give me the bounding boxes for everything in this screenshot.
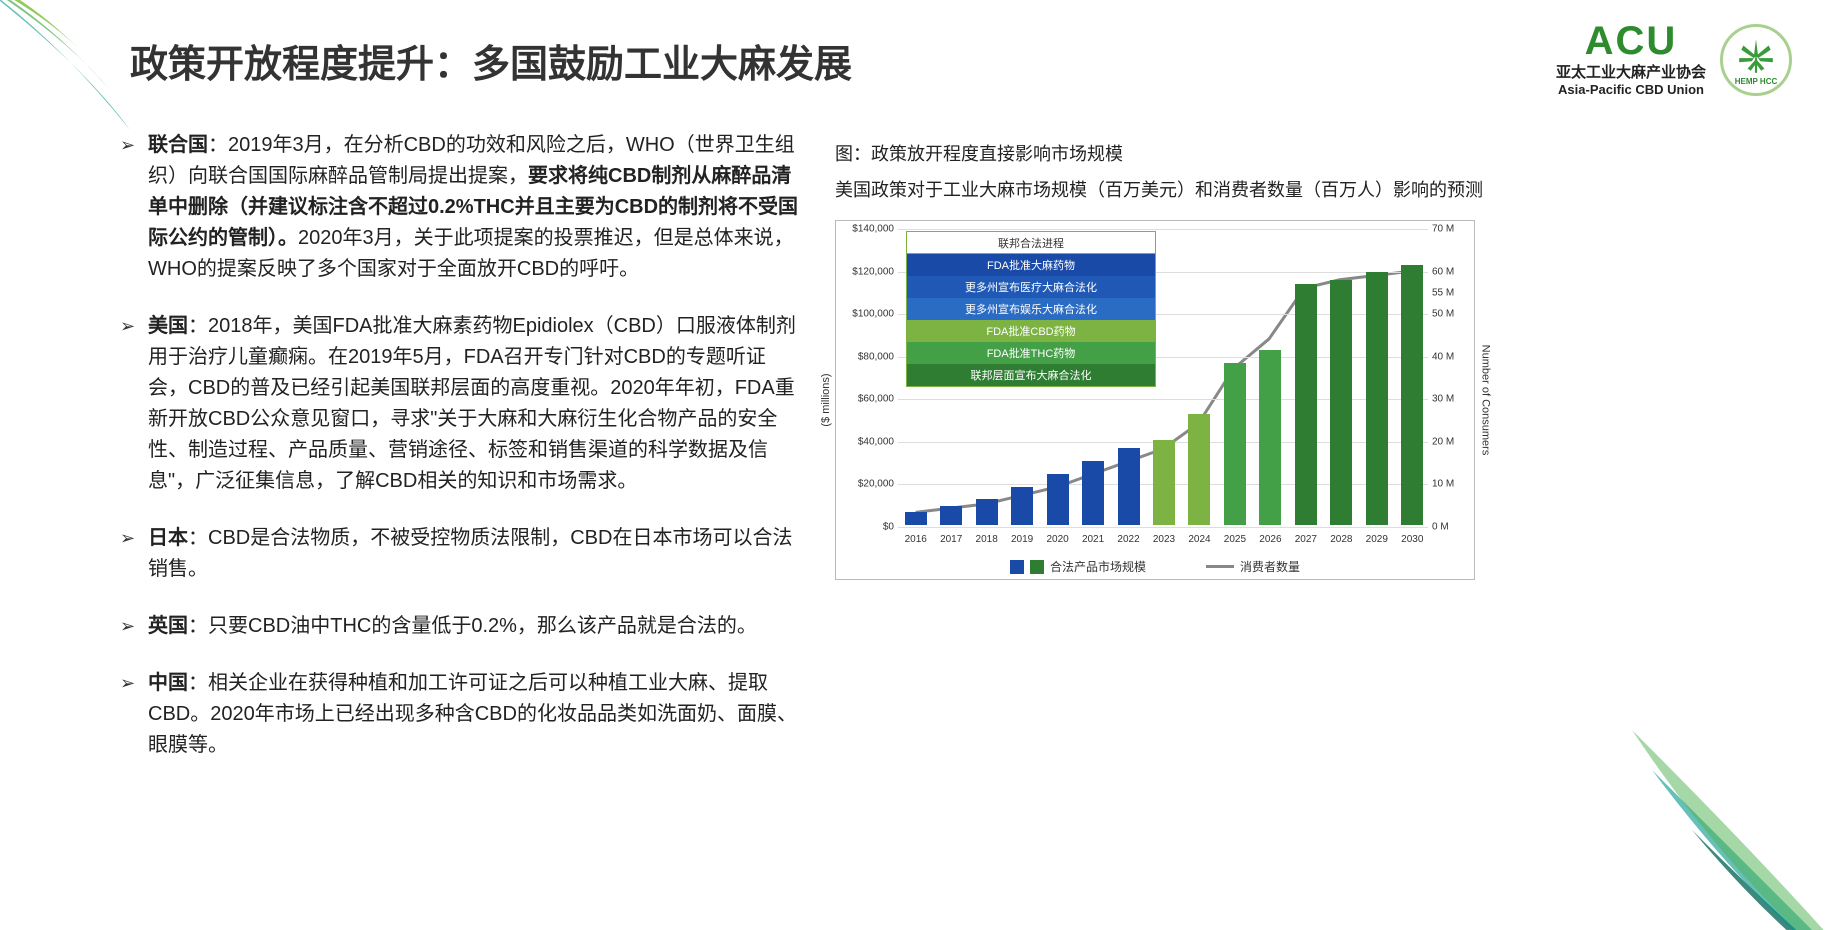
logo-acu-cn: 亚太工业大麻产业协会 <box>1556 61 1706 82</box>
bar <box>1259 350 1281 525</box>
y2-tick: 50 M <box>1432 309 1470 320</box>
bullet-list: 联合国：2019年3月，在分析CBD的功效和风险之后，WHO（世界卫生组织）向联… <box>120 130 800 787</box>
bar <box>1188 414 1210 525</box>
bar <box>1224 363 1246 525</box>
bar <box>940 506 962 525</box>
bar <box>905 512 927 525</box>
bar <box>1330 280 1352 525</box>
bar <box>1295 284 1317 525</box>
x-tick: 2026 <box>1253 534 1287 545</box>
y1-axis-label: ($ millions) <box>820 373 832 426</box>
bar <box>1047 474 1069 525</box>
y1-tick: $60,000 <box>840 394 894 405</box>
x-tick: 2020 <box>1041 534 1075 545</box>
combo-chart: ($ millions) Number of Consumers $0$20,0… <box>835 220 1475 580</box>
y2-axis-label: Number of Consumers <box>1480 345 1492 456</box>
policy-legend: 联邦合法进程FDA批准大麻药物更多州宣布医疗大麻合法化更多州宣布娱乐大麻合法化F… <box>906 231 1156 387</box>
chart-caption-1: 图：政策放开程度直接影响市场规模 <box>835 140 1485 166</box>
y2-tick: 0 M <box>1432 522 1470 533</box>
x-tick: 2016 <box>899 534 933 545</box>
legend-bar-label: 合法产品市场规模 <box>1050 558 1146 575</box>
legend-row: FDA批准CBD药物 <box>907 320 1155 342</box>
logo-hemp-text: HEMP HCC <box>1735 77 1778 86</box>
y1-tick: $80,000 <box>840 351 894 362</box>
chart-panel: 图：政策放开程度直接影响市场规模 美国政策对于工业大麻市场规模（百万美元）和消费… <box>835 140 1485 580</box>
legend-row: 联邦层面宣布大麻合法化 <box>907 364 1155 386</box>
logos: ACU 亚太工业大麻产业协会 Asia-Pacific CBD Union HE… <box>1556 23 1792 97</box>
hemp-leaf-icon <box>1735 35 1777 77</box>
bullet-country: 日本 <box>148 527 188 549</box>
x-tick: 2027 <box>1289 534 1323 545</box>
x-tick: 2029 <box>1360 534 1394 545</box>
logo-acu-abbrev: ACU <box>1556 23 1706 59</box>
logo-hemp-circle: HEMP HCC <box>1720 24 1792 96</box>
bar <box>1082 461 1104 525</box>
bullet-country: 中国 <box>148 672 188 694</box>
bullet-item: 日本：CBD是合法物质，不被受控物质法限制，CBD在日本市场可以合法销售。 <box>120 523 800 585</box>
y2-tick: 30 M <box>1432 394 1470 405</box>
y1-tick: $140,000 <box>840 224 894 235</box>
y2-tick: 20 M <box>1432 436 1470 447</box>
legend-line-swatch <box>1206 565 1234 568</box>
x-tick: 2019 <box>1005 534 1039 545</box>
bullet-country: 英国 <box>148 615 188 637</box>
bullet-item: 联合国：2019年3月，在分析CBD的功效和风险之后，WHO（世界卫生组织）向联… <box>120 130 800 285</box>
x-tick: 2022 <box>1112 534 1146 545</box>
chart-caption-2: 美国政策对于工业大麻市场规模（百万美元）和消费者数量（百万人）影响的预测 <box>835 176 1485 202</box>
page-title: 政策开放程度提升：多国鼓励工业大麻发展 <box>130 33 852 88</box>
legend-row: 更多州宣布医疗大麻合法化 <box>907 276 1155 298</box>
legend-line: 消费者数量 <box>1206 558 1300 575</box>
grid-line <box>898 527 1428 528</box>
header: 政策开放程度提升：多国鼓励工业大麻发展 ACU 亚太工业大麻产业协会 Asia-… <box>130 20 1792 100</box>
legend-bar-swatch-blue <box>1010 560 1024 574</box>
legend-row: FDA批准THC药物 <box>907 342 1155 364</box>
legend-line-label: 消费者数量 <box>1240 558 1300 575</box>
decorative-top-left <box>0 0 140 150</box>
legend-row: 联邦合法进程 <box>907 232 1155 254</box>
legend-bar-swatch-green <box>1030 560 1044 574</box>
x-tick: 2023 <box>1147 534 1181 545</box>
bar <box>1401 265 1423 525</box>
x-tick: 2018 <box>970 534 1004 545</box>
x-tick: 2024 <box>1182 534 1216 545</box>
x-tick: 2017 <box>934 534 968 545</box>
logo-acu: ACU 亚太工业大麻产业协会 Asia-Pacific CBD Union <box>1556 23 1706 97</box>
bullet-country: 联合国 <box>148 134 208 156</box>
bullet-item: 英国：只要CBD油中THC的含量低于0.2%，那么该产品就是合法的。 <box>120 611 800 642</box>
bar <box>1366 272 1388 525</box>
y1-tick: $0 <box>840 522 894 533</box>
y1-tick: $20,000 <box>840 479 894 490</box>
legend-row: FDA批准大麻药物 <box>907 254 1155 276</box>
bar <box>1153 440 1175 525</box>
x-tick: 2021 <box>1076 534 1110 545</box>
logo-acu-en: Asia-Pacific CBD Union <box>1556 82 1706 97</box>
y1-tick: $100,000 <box>840 309 894 320</box>
decorative-bottom-right <box>1632 710 1832 930</box>
bullet-item: 中国：相关企业在获得种植和加工许可证之后可以种植工业大麻、提取CBD。2020年… <box>120 668 800 761</box>
bar <box>1118 448 1140 525</box>
x-tick: 2030 <box>1395 534 1429 545</box>
x-tick: 2025 <box>1218 534 1252 545</box>
y2-tick: 60 M <box>1432 266 1470 277</box>
y1-tick: $40,000 <box>840 436 894 447</box>
y2-tick: 40 M <box>1432 351 1470 362</box>
bullet-country: 美国 <box>148 315 188 337</box>
chart-bottom-legend: 合法产品市场规模 消费者数量 <box>836 558 1474 575</box>
legend-bars: 合法产品市场规模 <box>1010 558 1146 575</box>
bullet-item: 美国：2018年，美国FDA批准大麻素药物Epidiolex（CBD）口服液体制… <box>120 311 800 497</box>
y2-tick: 55 M <box>1432 287 1470 298</box>
grid-line <box>898 229 1428 230</box>
y2-tick: 10 M <box>1432 479 1470 490</box>
legend-row: 更多州宣布娱乐大麻合法化 <box>907 298 1155 320</box>
y2-tick: 70 M <box>1432 224 1470 235</box>
bar <box>1011 487 1033 525</box>
bar <box>976 499 998 525</box>
x-tick: 2028 <box>1324 534 1358 545</box>
y1-tick: $120,000 <box>840 266 894 277</box>
